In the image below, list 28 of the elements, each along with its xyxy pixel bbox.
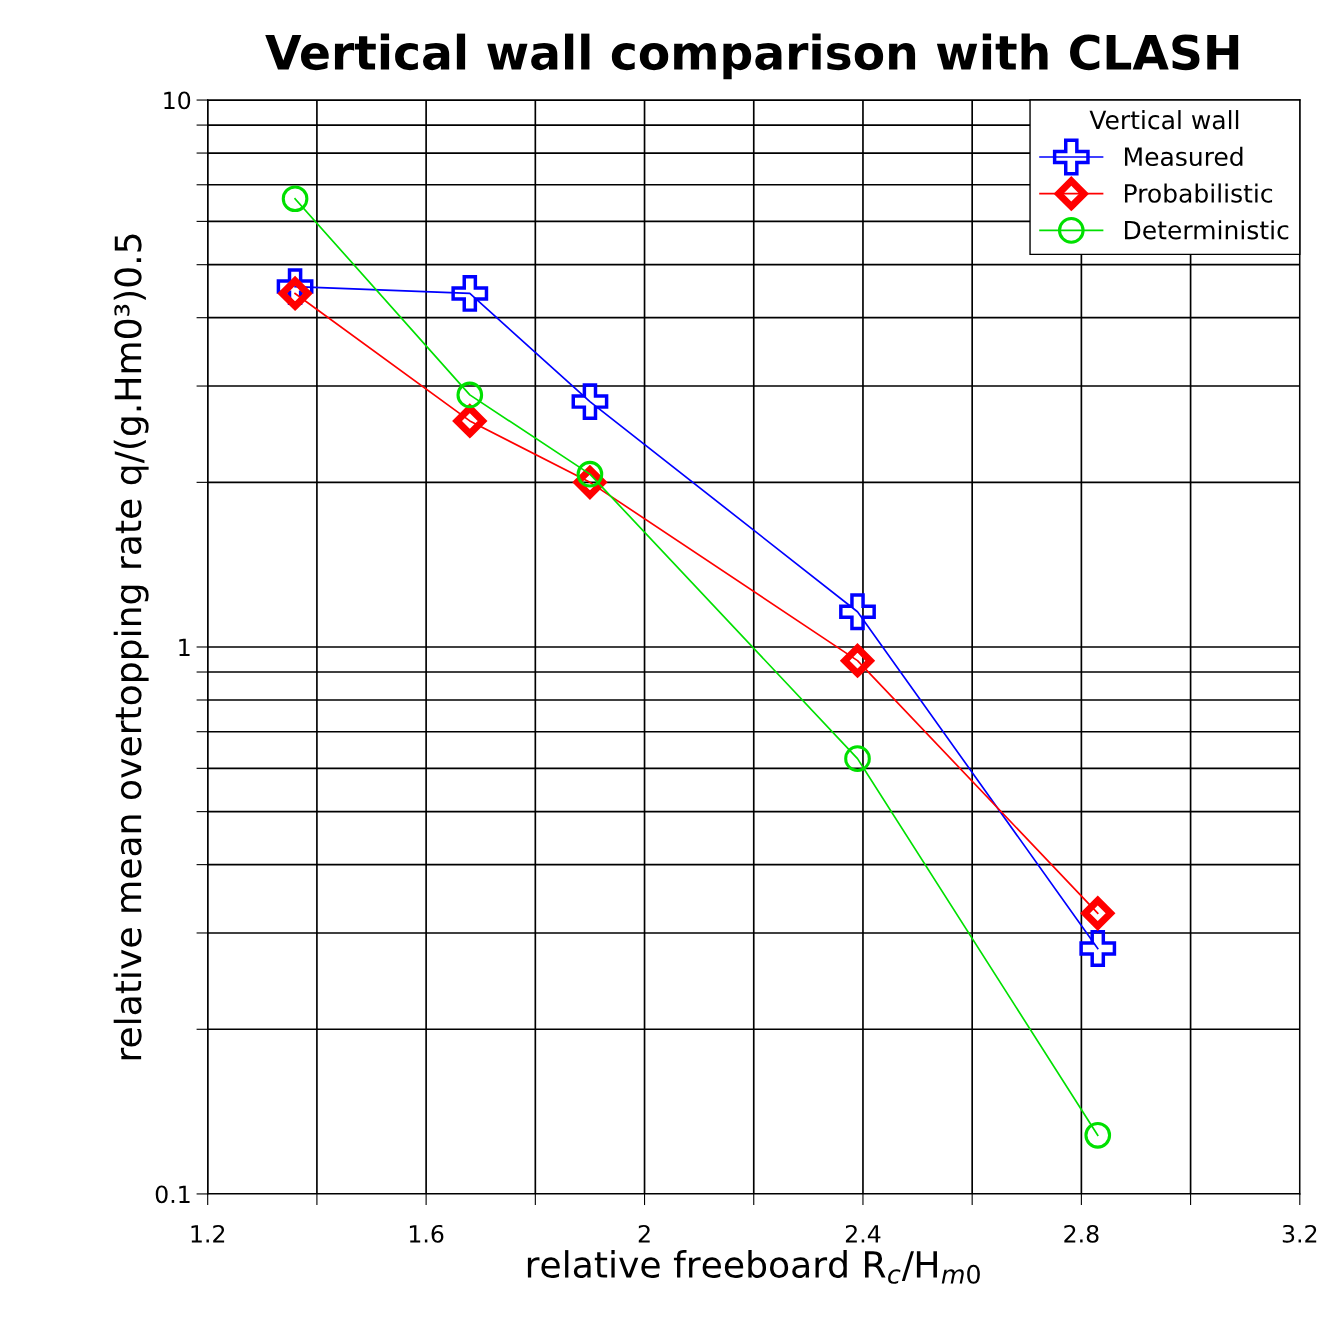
chart-title: Vertical wall comparison with CLASH [265, 33, 1239, 80]
y-tick-label: 10 [164, 91, 191, 110]
legend-label: Measured [1125, 146, 1243, 167]
point [451, 275, 489, 312]
x-tick-label: 1.6 [409, 1224, 444, 1243]
x-tick-label: 2.4 [845, 1224, 881, 1243]
point [841, 644, 874, 677]
point [453, 404, 487, 438]
point [1081, 896, 1114, 930]
y-tick-label: 1 [179, 638, 190, 656]
point [1084, 1121, 1112, 1149]
point [456, 381, 484, 409]
y-tick-label: 0.1 [155, 1185, 190, 1204]
legend-label: Probabilistic [1125, 183, 1273, 203]
x-tick-label: 2 [638, 1224, 650, 1243]
point [281, 185, 309, 213]
point [1079, 930, 1117, 967]
y-axis-title: relative mean overtopping rate q/(g.Hm0³)0.5 [113, 234, 149, 1060]
x-tick-label: 2.8 [1064, 1224, 1099, 1243]
point [278, 277, 312, 310]
legend-title: Vertical wall [1089, 110, 1239, 130]
legend-label: Deterministic [1125, 220, 1289, 240]
x-tick-label: 1.2 [191, 1224, 225, 1243]
x-axis-title: relative freeboard R$_{c}$/H$_{m0}$ [527, 1250, 980, 1284]
x-tick-label: 3.2 [1282, 1224, 1317, 1243]
point [844, 745, 871, 772]
point [571, 383, 609, 420]
point [839, 593, 876, 631]
